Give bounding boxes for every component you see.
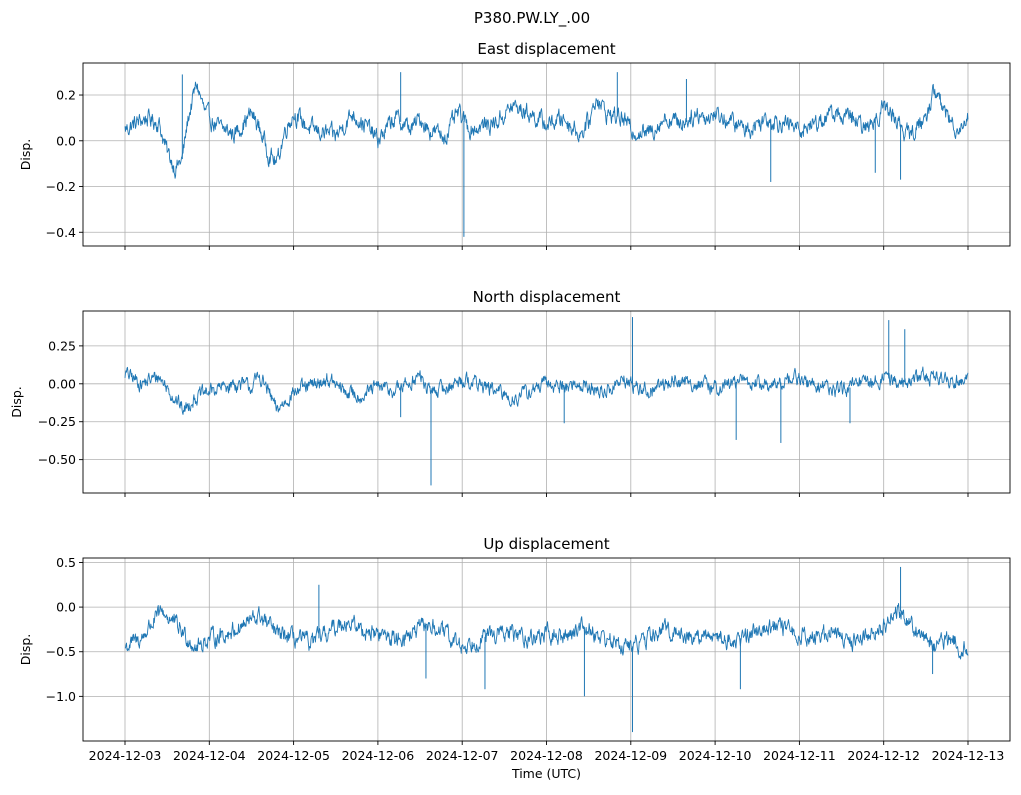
y-tick-label: 0.0 — [56, 600, 76, 615]
y-tick-label: −0.50 — [38, 452, 76, 467]
y-tick-label: 0.25 — [48, 338, 76, 353]
x-tick-label: 2024-12-08 — [510, 748, 583, 763]
x-tick-label: 2024-12-04 — [173, 748, 246, 763]
y-tick-label: −0.4 — [46, 225, 76, 240]
x-tick-label: 2024-12-12 — [847, 748, 920, 763]
panel-title: North displacement — [473, 288, 621, 306]
x-tick-label: 2024-12-13 — [932, 748, 1005, 763]
y-tick-label: 0.5 — [56, 555, 76, 570]
series-line-up — [124, 603, 969, 660]
y-tick-label: −1.0 — [46, 689, 76, 704]
x-tick-label: 2024-12-03 — [89, 748, 162, 763]
y-axis-label: Disp. — [9, 386, 24, 418]
x-tick-label: 2024-12-10 — [679, 748, 752, 763]
x-tick-label: 2024-12-05 — [257, 748, 330, 763]
y-tick-label: −0.5 — [46, 644, 76, 659]
x-tick-label: 2024-12-07 — [426, 748, 499, 763]
y-tick-label: −0.2 — [46, 179, 76, 194]
y-tick-label: 0.2 — [56, 88, 76, 103]
y-axis-label: Disp. — [18, 634, 33, 666]
figure-suptitle: P380.PW.LY_.00 — [474, 9, 590, 28]
panel-title: Up displacement — [483, 535, 609, 553]
y-tick-label: −0.25 — [38, 414, 76, 429]
y-tick-label: 0.00 — [48, 376, 76, 391]
series-line-north — [124, 366, 969, 415]
panel-3: Up displacement −1.0 −0.5 0.0 0.5 2024-12-03 2… — [18, 535, 1011, 781]
panel-title: East displacement — [477, 40, 615, 58]
panel-2: North displacement −0.50 −0.25 0.00 0.25 Disp… — [9, 288, 1011, 497]
x-tick-label: 2024-12-09 — [594, 748, 667, 763]
x-tick-label: 2024-12-06 — [342, 748, 415, 763]
y-axis-label: Disp. — [18, 139, 33, 171]
x-axis-label: Time (UTC) — [511, 766, 581, 781]
series-line-east — [124, 81, 969, 179]
x-tick-label: 2024-12-11 — [763, 748, 836, 763]
panel-1: East displacement −0.4 −0.2 0.0 0.2 Disp. — [18, 40, 1011, 250]
y-tick-label: 0.0 — [56, 133, 76, 148]
